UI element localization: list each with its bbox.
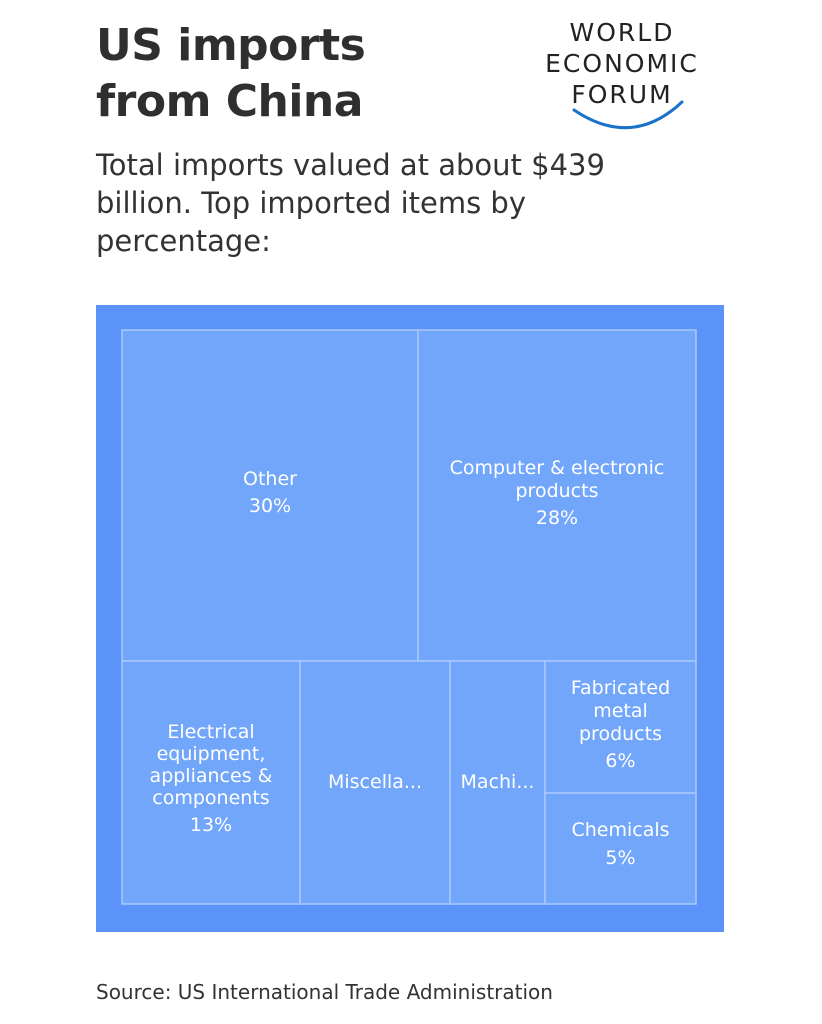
- logo-line-3: FORUM: [571, 80, 673, 109]
- treemap-tile-value: 30%: [249, 495, 291, 517]
- treemap-tile-label: Computer & electronic: [450, 457, 665, 479]
- wef-logo: WORLD ECONOMIC FORUM: [522, 14, 722, 134]
- treemap-tile-label: Chemicals: [571, 819, 669, 841]
- logo-line-1: WORLD: [569, 18, 675, 47]
- treemap-tile-label: Miscella...: [328, 771, 422, 793]
- logo-arc-icon: [572, 100, 684, 130]
- treemap-tile-label: equipment,: [157, 743, 266, 765]
- title-line-1: US imports: [96, 20, 366, 71]
- treemap-tile-label: Electrical: [167, 721, 254, 743]
- treemap-tile: [121, 660, 301, 905]
- treemap-tile: [417, 329, 697, 662]
- treemap-tile: [299, 660, 451, 905]
- title-line-2: from China: [96, 76, 363, 127]
- treemap-tile-label: appliances &: [150, 765, 273, 787]
- treemap-tile-value: 5%: [605, 847, 635, 869]
- chart-subtitle: Total imports valued at about $439 billi…: [96, 148, 605, 258]
- treemap-tile-value: 13%: [190, 814, 232, 836]
- treemap-tile-label: metal: [593, 700, 648, 722]
- logo-line-2: ECONOMIC: [545, 49, 699, 78]
- treemap-tile: [544, 792, 697, 905]
- treemap-tile-label: Machi...: [461, 771, 535, 793]
- treemap-tile: [449, 660, 546, 905]
- treemap-tile-value: 6%: [605, 750, 635, 772]
- treemap-tile: [544, 660, 697, 794]
- source-note: Source: US International Trade Administr…: [96, 980, 553, 1004]
- treemap-tile-label: products: [516, 480, 599, 502]
- page-title: US imports from China: [96, 18, 496, 130]
- treemap-tile-label: components: [152, 787, 269, 809]
- treemap-tile-label: Other: [243, 468, 297, 490]
- treemap-tile-label: products: [579, 723, 662, 745]
- treemap-tile-value: 28%: [536, 507, 578, 529]
- treemap-tile-label: Fabricated: [571, 677, 670, 699]
